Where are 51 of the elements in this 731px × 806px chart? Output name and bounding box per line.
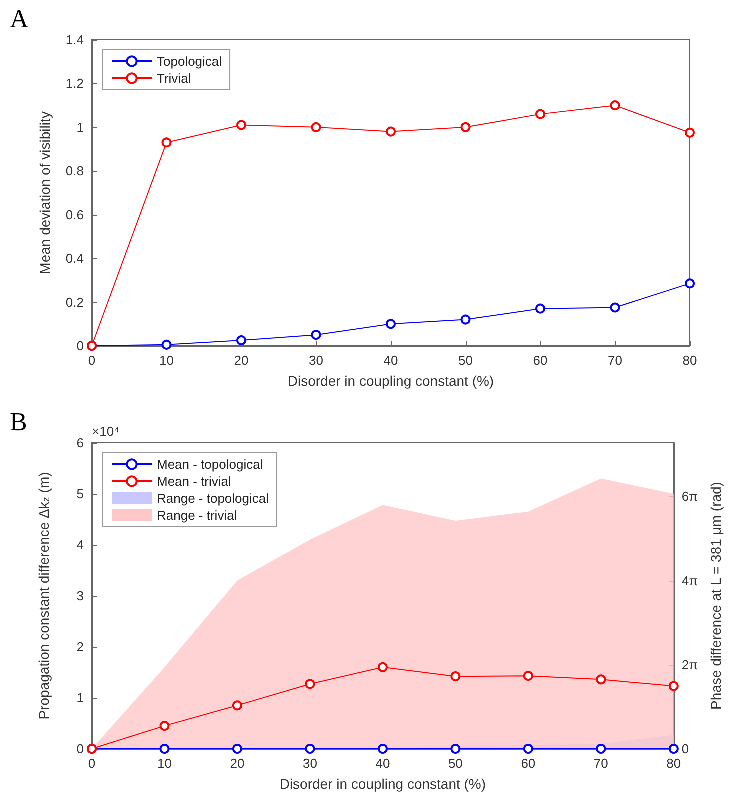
y-tick-label: 1 xyxy=(76,120,84,135)
y-tick-label: 2 xyxy=(76,640,84,654)
legend-label: Range - trivial xyxy=(157,508,238,523)
x-tick-label: 20 xyxy=(234,353,249,368)
y2-tick-label: 6π xyxy=(682,489,698,504)
legend-label: Mean - trivial xyxy=(157,474,232,489)
x-axis-title: Disorder in coupling constant (%) xyxy=(280,776,486,792)
x-tick-label: 60 xyxy=(521,756,536,771)
y-axis-title: Mean deviation of visibility xyxy=(37,112,53,274)
text: ×10⁴ xyxy=(92,424,120,439)
x-tick-label: 40 xyxy=(384,353,398,368)
x-tick-label: 0 xyxy=(88,756,96,771)
y-tick-label: 0.6 xyxy=(66,207,84,222)
legend-label: Topological xyxy=(157,54,222,69)
y-tick-label: 0 xyxy=(76,742,84,756)
x-tick-label: 50 xyxy=(458,353,473,368)
y-axis-title: Propagation constant difference Δkz (m) xyxy=(36,472,52,720)
y-tick-label: 0.2 xyxy=(66,294,84,310)
y2-tick-label: 4π xyxy=(682,573,698,588)
x-tick-label: 20 xyxy=(230,756,245,771)
legend-label: Trivial xyxy=(157,71,192,86)
y-tick-label: 5 xyxy=(76,486,84,502)
y-tick-label: 0.4 xyxy=(66,251,84,266)
chart-title: A xyxy=(10,4,29,34)
x-tick-label: 10 xyxy=(158,756,172,771)
x-axis-title: Disorder in coupling constant (%) xyxy=(288,373,494,389)
x-tick-label: 40 xyxy=(376,756,390,771)
x-tick-label: 0 xyxy=(88,353,96,368)
x-tick-label: 60 xyxy=(533,353,548,368)
y-tick-label: 3 xyxy=(76,588,84,604)
y-tick-label: 0 xyxy=(76,338,84,354)
x-tick-label: 80 xyxy=(666,756,682,771)
legend-label: Range - topological xyxy=(157,491,270,506)
y2-tick-label: 0 xyxy=(682,742,690,756)
x-tick-label: 30 xyxy=(309,353,324,368)
x-tick-label: 80 xyxy=(682,353,698,368)
y2-tick-label: 2π xyxy=(682,657,698,672)
y-tick-label: 1 xyxy=(76,690,84,706)
x-tick-label: 10 xyxy=(160,353,174,368)
y-tick-label: 6 xyxy=(76,436,84,450)
x-tick-label: 70 xyxy=(608,353,622,368)
y-tick-label: 0.8 xyxy=(66,164,84,179)
y-tick-label: 4 xyxy=(76,538,84,552)
x-tick-label: 30 xyxy=(302,756,318,771)
legend-label: Mean - topological xyxy=(157,457,264,472)
y-tick-label: 1.2 xyxy=(66,76,84,92)
x-tick-label: 50 xyxy=(448,756,463,771)
y2-axis-title: Phase difference at L = 381 μm (rad) xyxy=(708,482,724,710)
chart-title: B xyxy=(10,408,28,436)
x-tick-label: 70 xyxy=(594,756,608,771)
y-tick-label: 1.4 xyxy=(66,32,84,48)
